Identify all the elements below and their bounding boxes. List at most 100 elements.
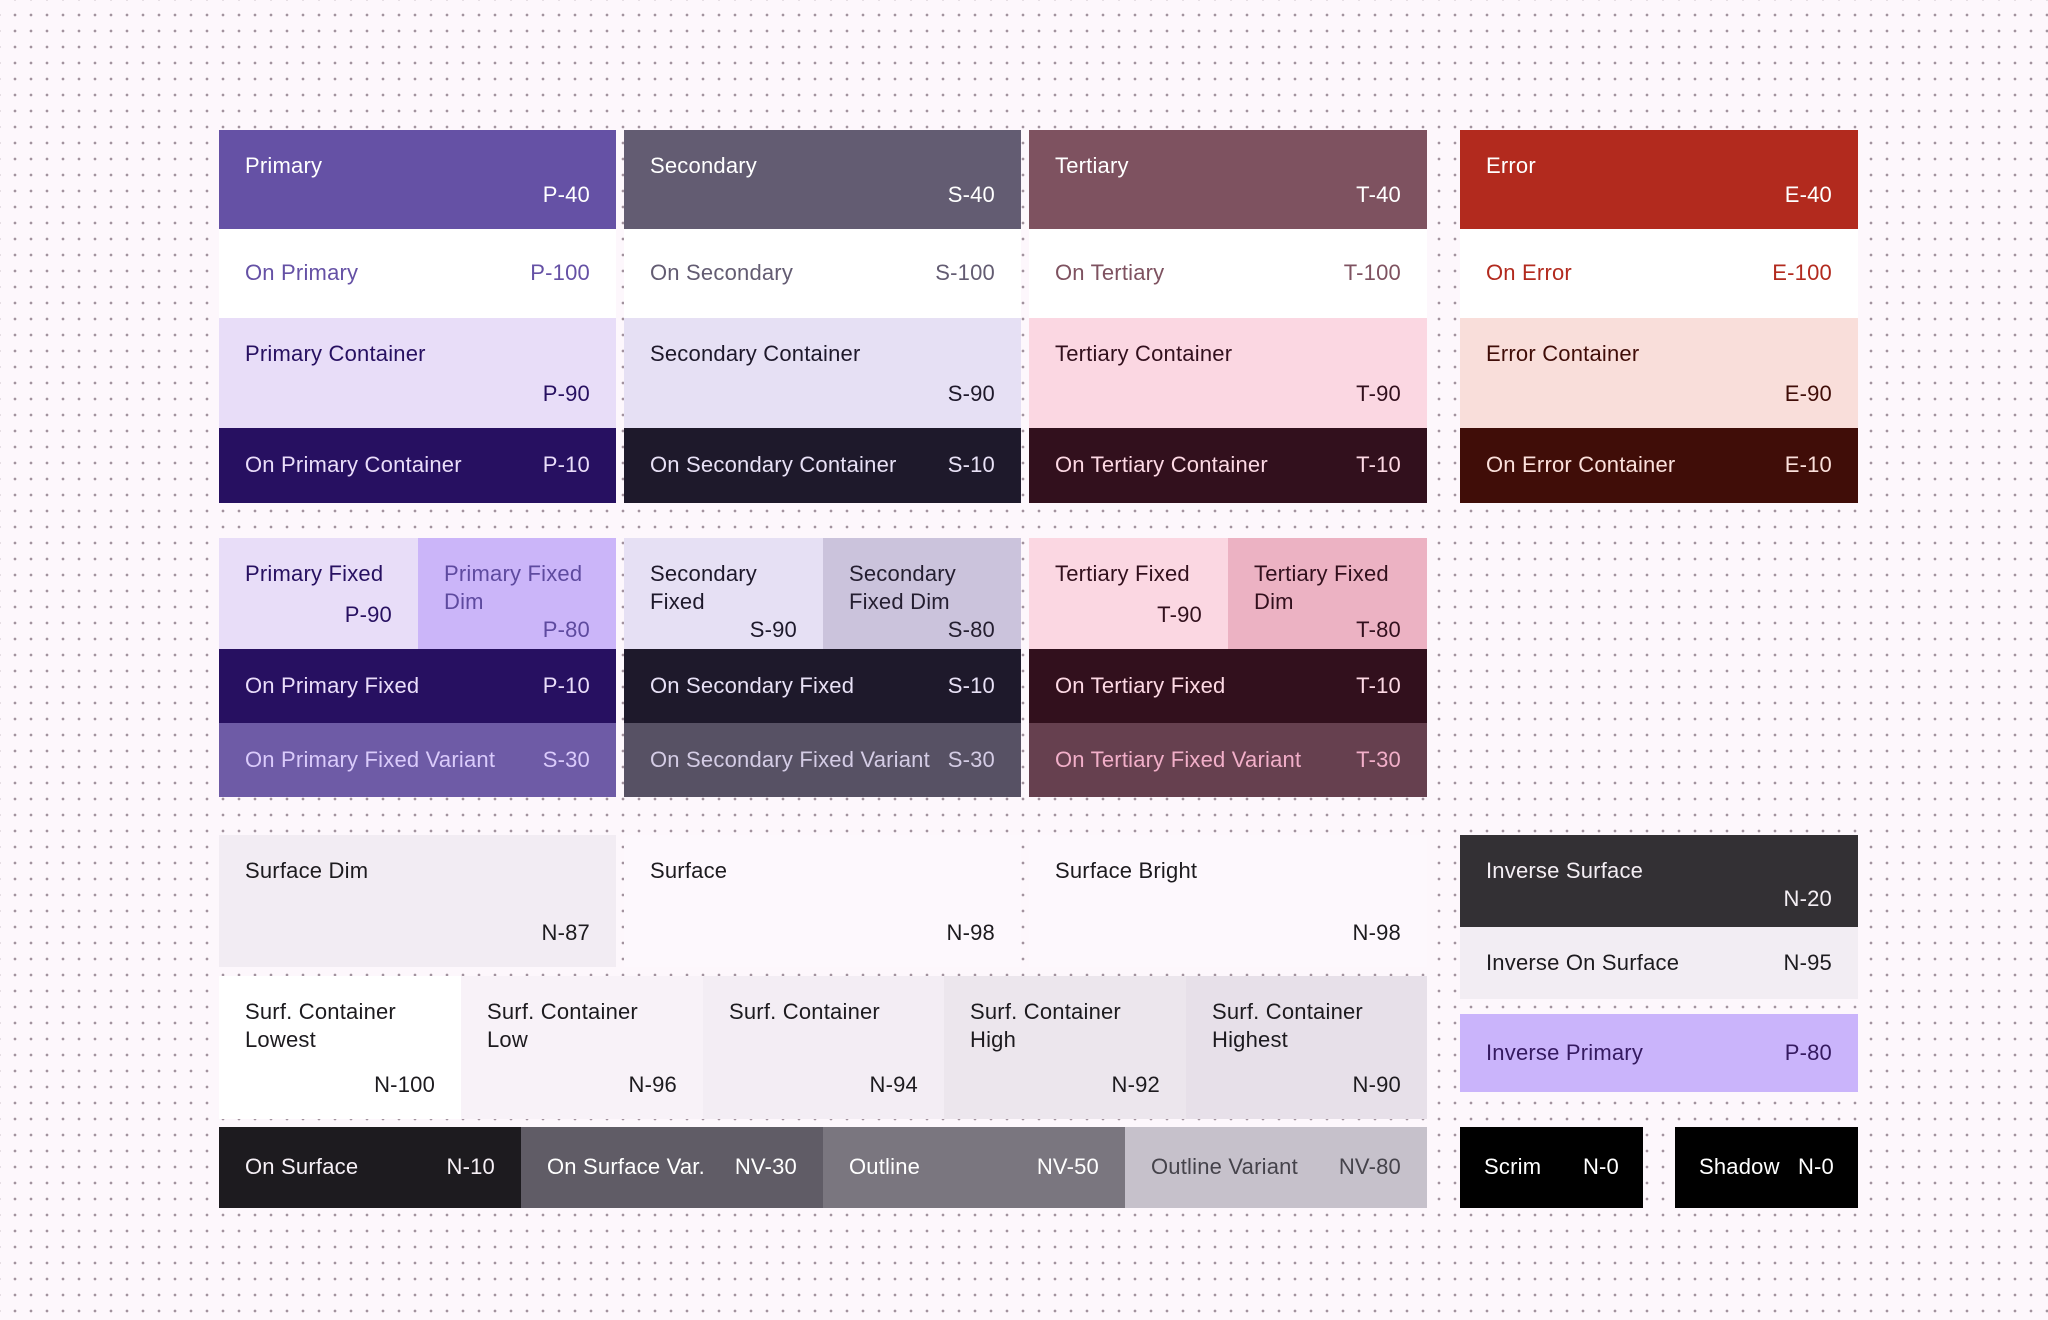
swatch-surface-bright[interactable]: Surface Bright N-98	[1029, 835, 1427, 967]
swatch-surface-container-value: N-94	[869, 1071, 918, 1097]
swatch-tertiary-fixed-dim-value: T-80	[1356, 617, 1401, 643]
swatch-on-tertiary-fixed-variant-value: T-30	[1356, 746, 1401, 772]
swatch-on-secondary-container[interactable]: On Secondary Container S-10	[624, 428, 1021, 503]
swatch-surface-container-highest-value: N-90	[1352, 1071, 1401, 1097]
swatch-tertiary-fixed-dim[interactable]: Tertiary Fixed Dim T-80	[1228, 538, 1427, 649]
swatch-secondary[interactable]: Secondary S-40	[624, 130, 1021, 229]
swatch-primary-fixed-label: Primary Fixed	[245, 561, 384, 586]
swatch-surface-container[interactable]: Surf. Container N-94	[703, 976, 944, 1119]
swatch-surface-dim[interactable]: Surface Dim N-87	[219, 835, 616, 967]
swatch-on-secondary-label: On Secondary	[650, 260, 794, 286]
swatch-error-container[interactable]: Error Container E-90	[1460, 318, 1858, 428]
swatch-on-tertiary-fixed-variant[interactable]: On Tertiary Fixed Variant T-30	[1029, 723, 1427, 797]
swatch-error-container-label: Error Container	[1486, 341, 1640, 366]
swatch-tertiary-fixed-label: Tertiary Fixed	[1055, 561, 1190, 586]
swatch-secondary-fixed[interactable]: Secondary Fixed S-90	[624, 538, 823, 649]
swatch-secondary-fixed-value: S-90	[749, 617, 797, 643]
swatch-scrim[interactable]: Scrim N-0	[1460, 1127, 1643, 1208]
swatch-surface-container-high-value: N-92	[1111, 1071, 1160, 1097]
swatch-on-secondary[interactable]: On Secondary S-100	[624, 229, 1021, 318]
swatch-surface-container-lowest-label: Surf. Container Lowest	[245, 999, 396, 1053]
swatch-primary-container[interactable]: Primary Container P-90	[219, 318, 616, 428]
swatch-inverse-primary[interactable]: Inverse Primary P-80	[1460, 1014, 1858, 1092]
swatch-inverse-on-surface[interactable]: Inverse On Surface N-95	[1460, 927, 1858, 999]
swatch-error-value: E-40	[1784, 181, 1832, 207]
swatch-tertiary-fixed-dim-label: Tertiary Fixed Dim	[1254, 561, 1389, 615]
swatch-secondary-container[interactable]: Secondary Container S-90	[624, 318, 1021, 428]
swatch-on-secondary-fixed-variant[interactable]: On Secondary Fixed Variant S-30	[624, 723, 1021, 797]
swatch-surface-label: Surface	[650, 858, 728, 883]
swatch-surface[interactable]: Surface N-98	[624, 835, 1021, 967]
swatch-on-surface-value: N-10	[446, 1154, 495, 1180]
swatch-inverse-on-surface-label: Inverse On Surface	[1486, 949, 1680, 975]
swatch-on-surface-label: On Surface	[245, 1154, 359, 1180]
swatch-primary-fixed-dim[interactable]: Primary Fixed Dim P-80	[418, 538, 616, 649]
swatch-surface-container-low-value: N-96	[628, 1071, 677, 1097]
swatch-on-primary-fixed-label: On Primary Fixed	[245, 672, 420, 698]
swatch-on-secondary-container-label: On Secondary Container	[650, 452, 897, 478]
swatch-secondary-value: S-40	[947, 181, 995, 207]
swatch-on-secondary-fixed[interactable]: On Secondary Fixed S-10	[624, 649, 1021, 723]
swatch-tertiary-fixed-value: T-90	[1157, 601, 1202, 627]
swatch-surface-container-lowest-value: N-100	[374, 1071, 435, 1097]
swatch-secondary-fixed-dim[interactable]: Secondary Fixed Dim S-80	[823, 538, 1021, 649]
swatch-on-error-container[interactable]: On Error Container E-10	[1460, 428, 1858, 503]
swatch-surface-container-lowest[interactable]: Surf. Container Lowest N-100	[219, 976, 461, 1119]
swatch-on-tertiary[interactable]: On Tertiary T-100	[1029, 229, 1427, 318]
swatch-on-primary-container-label: On Primary Container	[245, 452, 462, 478]
swatch-tertiary[interactable]: Tertiary T-40	[1029, 130, 1427, 229]
swatch-primary-fixed[interactable]: Primary Fixed P-90	[219, 538, 418, 649]
swatch-on-tertiary-container[interactable]: On Tertiary Container T-10	[1029, 428, 1427, 503]
swatch-on-primary-fixed[interactable]: On Primary Fixed P-10	[219, 649, 616, 723]
swatch-on-error[interactable]: On Error E-100	[1460, 229, 1858, 318]
swatch-inverse-surface[interactable]: Inverse Surface N-20	[1460, 835, 1858, 927]
swatch-on-primary[interactable]: On Primary P-100	[219, 229, 616, 318]
swatch-on-tertiary-container-value: T-10	[1356, 452, 1401, 478]
swatch-on-tertiary-value: T-100	[1343, 260, 1401, 286]
swatch-outline-variant[interactable]: Outline Variant NV-80	[1125, 1127, 1427, 1208]
swatch-surface-value: N-98	[946, 919, 995, 945]
swatch-surface-container-highest[interactable]: Surf. Container Highest N-90	[1186, 976, 1427, 1119]
swatch-on-secondary-fixed-variant-value: S-30	[947, 746, 995, 772]
swatch-on-tertiary-label: On Tertiary	[1055, 260, 1165, 286]
swatch-tertiary-fixed[interactable]: Tertiary Fixed T-90	[1029, 538, 1228, 649]
swatch-tertiary-label: Tertiary	[1055, 153, 1129, 178]
swatch-secondary-label: Secondary	[650, 153, 757, 178]
swatch-secondary-container-value: S-90	[947, 380, 995, 406]
swatch-inverse-primary-value: P-80	[1784, 1039, 1832, 1065]
swatch-on-secondary-fixed-label: On Secondary Fixed	[650, 672, 855, 698]
swatch-scrim-label: Scrim	[1484, 1154, 1542, 1180]
swatch-inverse-surface-label: Inverse Surface	[1486, 858, 1644, 883]
swatch-on-primary-fixed-variant[interactable]: On Primary Fixed Variant S-30	[219, 723, 616, 797]
swatch-on-primary-fixed-value: P-10	[542, 672, 590, 698]
swatch-tertiary-container[interactable]: Tertiary Container T-90	[1029, 318, 1427, 428]
swatch-tertiary-value: T-40	[1356, 181, 1401, 207]
swatch-shadow[interactable]: Shadow N-0	[1675, 1127, 1858, 1208]
swatch-primary-container-value: P-90	[542, 380, 590, 406]
swatch-error[interactable]: Error E-40	[1460, 130, 1858, 229]
swatch-on-tertiary-fixed[interactable]: On Tertiary Fixed T-10	[1029, 649, 1427, 723]
swatch-shadow-label: Shadow	[1699, 1154, 1780, 1180]
swatch-inverse-on-surface-value: N-95	[1783, 949, 1832, 975]
swatch-on-primary-label: On Primary	[245, 260, 359, 286]
swatch-on-error-label: On Error	[1486, 260, 1572, 286]
swatch-on-surface-variant[interactable]: On Surface Var. NV-30	[521, 1127, 823, 1208]
swatch-surface-container-high[interactable]: Surf. Container High N-92	[944, 976, 1186, 1119]
swatch-on-primary-fixed-variant-label: On Primary Fixed Variant	[245, 746, 496, 772]
swatch-inverse-primary-label: Inverse Primary	[1486, 1039, 1644, 1065]
swatch-on-surface[interactable]: On Surface N-10	[219, 1127, 521, 1208]
swatch-secondary-fixed-dim-label: Secondary Fixed Dim	[849, 561, 956, 615]
swatch-secondary-container-label: Secondary Container	[650, 341, 861, 366]
swatch-on-primary-container-value: P-10	[542, 452, 590, 478]
swatch-primary-container-label: Primary Container	[245, 341, 426, 366]
swatch-on-tertiary-container-label: On Tertiary Container	[1055, 452, 1268, 478]
swatch-on-primary-container[interactable]: On Primary Container P-10	[219, 428, 616, 503]
swatch-primary[interactable]: Primary P-40	[219, 130, 616, 229]
swatch-shadow-value: N-0	[1797, 1154, 1834, 1180]
swatch-surface-container-low[interactable]: Surf. Container Low N-96	[461, 976, 703, 1119]
swatch-outline[interactable]: Outline NV-50	[823, 1127, 1125, 1208]
swatch-on-error-container-label: On Error Container	[1486, 452, 1676, 478]
swatch-on-tertiary-fixed-label: On Tertiary Fixed	[1055, 672, 1226, 698]
swatch-on-tertiary-fixed-value: T-10	[1356, 672, 1401, 698]
